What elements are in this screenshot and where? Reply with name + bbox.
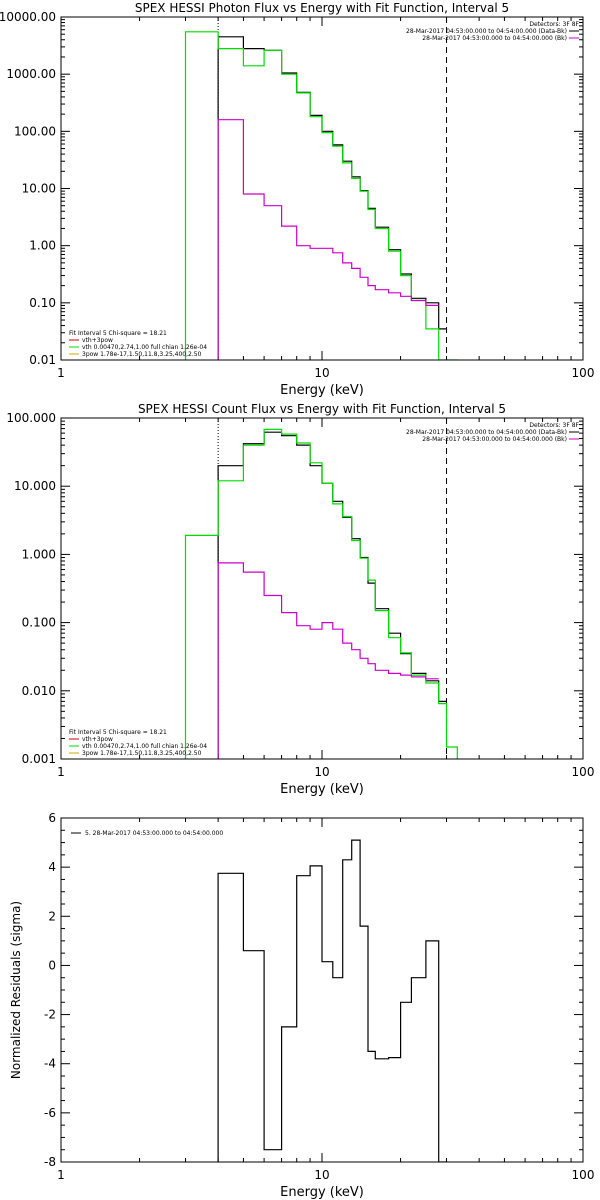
y-tick-label: 1000.00 — [6, 67, 56, 81]
chart-title: SPEX HESSI Photon Flux vs Energy with Fi… — [135, 1, 509, 15]
y-tick-label: 10000.00 — [0, 10, 56, 24]
chart-panel-2: SPEX HESSI Count Flux vs Energy with Fit… — [6, 402, 594, 797]
y-tick-label: 10.00 — [22, 182, 56, 196]
chart-panel-3: -8 -6 -4 -2 0 2 4 6 1 10 100 Energy (keV) Normalized… — [9, 811, 594, 1200]
legend-bottom-left-entry: Fit Interval 5 Chi-square = 18.21 — [69, 330, 167, 337]
plot-area — [184, 418, 458, 759]
x-axis-label: Energy (keV) — [280, 782, 364, 797]
legend-top-right-entry: 28-Mar-2017 04:53:00.000 to 04:54:00.000… — [406, 28, 567, 35]
series-2-line — [184, 31, 458, 360]
y-tick-label: 0.100 — [22, 616, 56, 630]
y-tick-label: 0.10 — [29, 296, 56, 310]
series-1-line — [217, 839, 448, 1162]
plot-area — [217, 839, 448, 1162]
legend-bottom-left-entry: vth+3pow — [82, 736, 113, 743]
legend-bottom-left-entry: Fit Interval 5 Chi-square = 18.21 — [69, 729, 167, 736]
y-tick-label: 2 — [48, 909, 56, 923]
legend-bottom-left-entry: vth 0.00470,2.74,1.00 full chian 1.26e-0… — [82, 344, 207, 351]
x-tick-label: 10 — [314, 1168, 329, 1182]
y-tick-label: 4 — [48, 860, 56, 874]
y-tick-label: 0.010 — [22, 684, 56, 698]
y-tick-label: -2 — [44, 1008, 56, 1022]
legend-top-right-entry: Detectors: 3F 8F — [529, 21, 579, 28]
series-1-line — [217, 36, 447, 360]
y-tick-label: 100.000 — [6, 411, 56, 425]
legend-bottom-left-entry: 3pow 1.78e-17,1.50,11.8,3.25,400,2.50 — [82, 750, 202, 757]
y-tick-label: 0 — [48, 958, 56, 972]
x-tick-label: 1 — [57, 765, 65, 779]
plot-frame — [60, 417, 584, 760]
series-1-line — [217, 431, 447, 759]
y-tick-label: 100.00 — [14, 124, 56, 138]
series-3-line — [217, 562, 439, 759]
x-tick-label: 100 — [572, 366, 595, 380]
x-tick-label: 100 — [572, 1168, 595, 1182]
x-axis-label: Energy (keV) — [280, 1185, 364, 1200]
legend-bottom-left-entry: 3pow 1.78e-17,1.50,11.8,3.25,400,2.50 — [82, 351, 202, 358]
y-tick-label: 6 — [48, 811, 56, 825]
series-2-line — [184, 428, 458, 759]
y-tick-label: 1.000 — [22, 547, 56, 561]
legend-top-left-entry: 5. 28-Mar-2017 04:53:00.000 to 04:54:00.… — [85, 830, 223, 837]
legend-top-right-entry: 28-Mar-2017 04:53:00.000 to 04:54:00.000… — [422, 35, 567, 42]
x-tick-label: 100 — [572, 765, 595, 779]
legend-top-right-entry: 28-Mar-2017 04:53:00.000 to 04:54:00.000… — [406, 429, 567, 436]
y-axis-label: Normalized Residuals (sigma) — [9, 901, 23, 1079]
plot-area — [184, 17, 458, 360]
x-tick-label: 10 — [314, 366, 329, 380]
x-axis-label: Energy (keV) — [280, 383, 364, 398]
chart-panel-1: SPEX HESSI Photon Flux vs Energy with Fi… — [0, 1, 594, 398]
y-tick-label: 10.000 — [14, 479, 56, 493]
series-3-line — [217, 119, 439, 360]
y-tick-label: -6 — [44, 1106, 56, 1120]
x-tick-label: 1 — [57, 366, 65, 380]
legend-bottom-left-entry: vth+3pow — [82, 337, 113, 344]
y-tick-label: -4 — [44, 1057, 56, 1071]
legend-top-right-entry: Detectors: 3F 8F — [529, 422, 579, 429]
y-tick-label: 0.01 — [29, 353, 56, 367]
y-tick-label: -8 — [44, 1155, 56, 1169]
plot-frame — [60, 16, 584, 361]
plot-frame — [60, 817, 584, 1163]
legend-top-right-entry: 28-Mar-2017 04:53:00.000 to 04:54:00.000… — [422, 436, 567, 443]
x-tick-label: 10 — [314, 765, 329, 779]
x-tick-label: 1 — [57, 1168, 65, 1182]
y-tick-label: 0.001 — [22, 752, 56, 766]
y-tick-label: 1.00 — [29, 239, 56, 253]
legend-bottom-left-entry: vth 0.00470,2.74,1.00 full chian 1.26e-0… — [82, 743, 207, 750]
chart-title: SPEX HESSI Count Flux vs Energy with Fit… — [138, 402, 506, 416]
